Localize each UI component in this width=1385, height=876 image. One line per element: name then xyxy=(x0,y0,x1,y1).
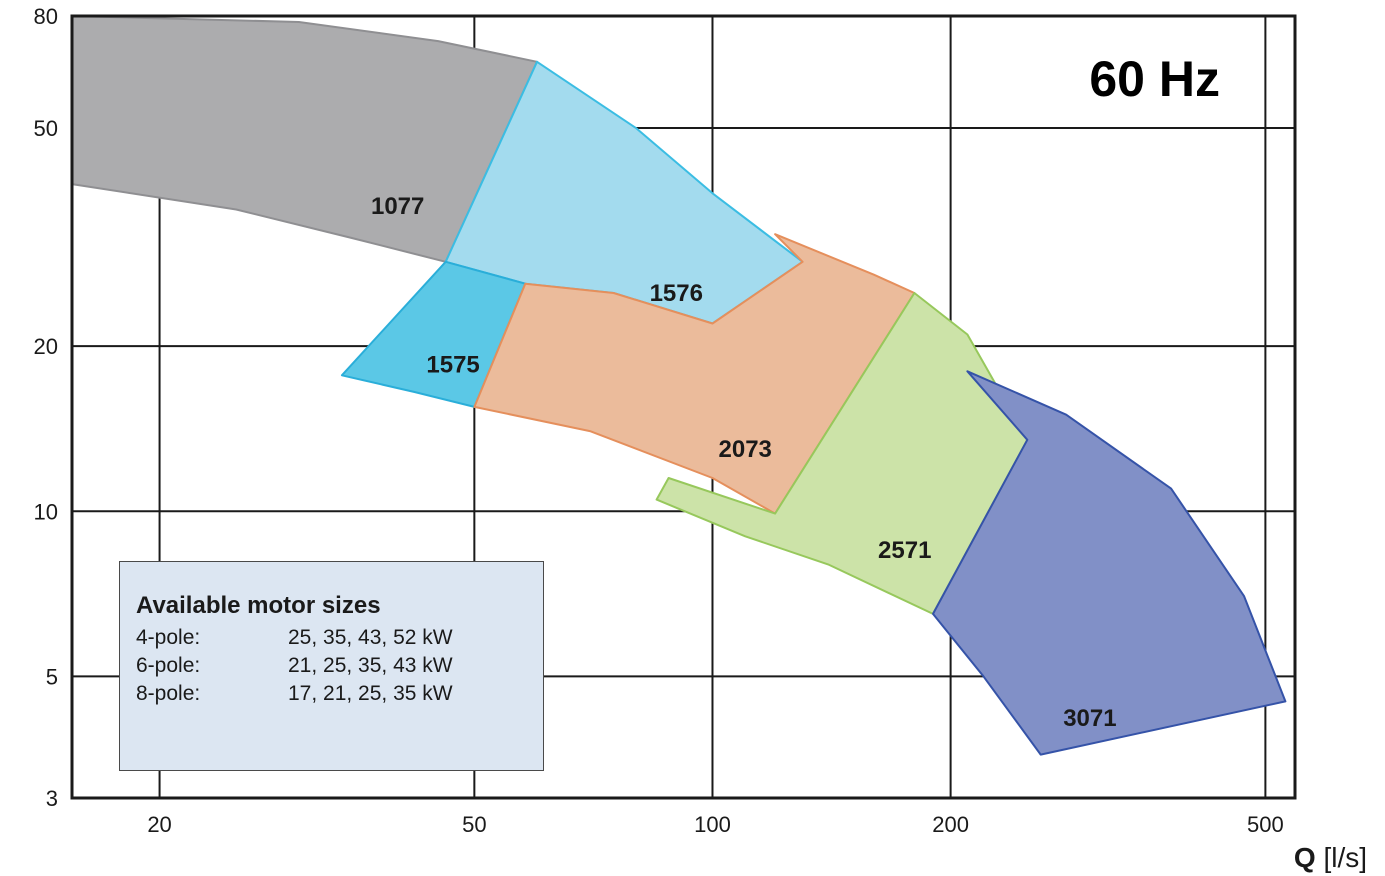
x-axis-label: Q [l/s] xyxy=(1294,842,1367,874)
region-label-1077: 1077 xyxy=(371,193,424,220)
region-label-2073: 2073 xyxy=(719,436,772,463)
y-tick-label: 10 xyxy=(34,499,58,524)
x-tick-label: 50 xyxy=(462,812,486,837)
motor-pole: 4-pole: xyxy=(136,626,201,649)
x-tick-label: 500 xyxy=(1247,812,1284,837)
y-tick-label: 80 xyxy=(34,4,58,29)
region-labels: 1077 1576 1575 2073 2571 3071 xyxy=(371,193,1117,732)
x-axis-name: Q xyxy=(1293,842,1316,873)
region-1575 xyxy=(340,260,527,408)
region-label-1575: 1575 xyxy=(426,352,479,379)
axis-ticks: 20 50 100 200 500 3 5 10 20 50 80 xyxy=(34,4,1284,837)
region-3071 xyxy=(932,370,1287,756)
motor-row: 4-pole: 25, 35, 43, 52 kW xyxy=(136,624,543,652)
y-tick-label: 50 xyxy=(34,116,58,141)
motor-sizes-legend: Available motor sizes 4-pole: 25, 35, 43… xyxy=(119,561,544,771)
motor-sizes-title: Available motor sizes xyxy=(136,592,381,619)
x-axis-unit: [l/s] xyxy=(1323,842,1367,873)
motor-kw: 25, 35, 43, 52 kW xyxy=(288,626,453,649)
x-tick-label: 200 xyxy=(932,812,969,837)
motor-row: 8-pole: 17, 21, 25, 35 kW xyxy=(136,680,543,708)
motor-kw: 17, 21, 25, 35 kW xyxy=(288,682,453,705)
region-2073 xyxy=(473,233,916,515)
pump-regions xyxy=(71,15,1287,756)
region-label-2571: 2571 xyxy=(878,537,931,564)
motor-row: 6-pole: 21, 25, 35, 43 kW xyxy=(136,652,543,680)
motor-pole: 8-pole: xyxy=(136,682,201,705)
y-tick-label: 5 xyxy=(46,664,58,689)
plot-frame xyxy=(70,14,1297,800)
x-tick-label: 20 xyxy=(147,812,171,837)
region-label-3071: 3071 xyxy=(1063,705,1116,732)
chart-title: 60 Hz xyxy=(1089,51,1220,107)
motor-pole: 6-pole: xyxy=(136,654,201,677)
motor-kw: 21, 25, 35, 43 kW xyxy=(288,654,453,677)
x-tick-label: 100 xyxy=(694,812,731,837)
region-label-1576: 1576 xyxy=(650,280,703,307)
y-tick-label: 3 xyxy=(46,786,58,811)
y-tick-label: 20 xyxy=(34,334,58,359)
